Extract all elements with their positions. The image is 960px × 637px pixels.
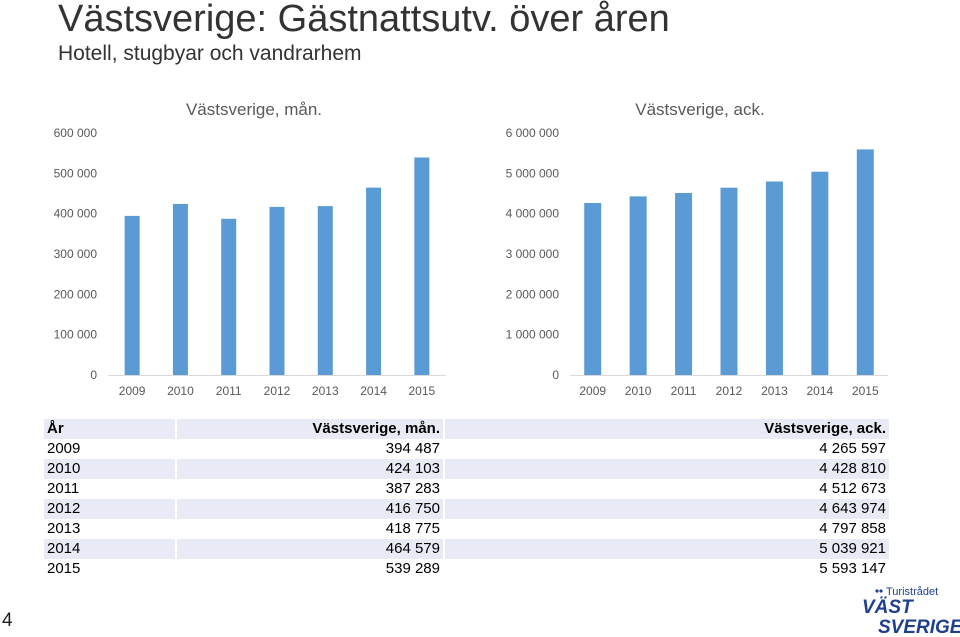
cell-year: 2009: [44, 439, 177, 459]
cell-year: 2014: [44, 539, 177, 559]
y-tick-label: 6 000 000: [506, 126, 560, 140]
y-tick-label: 600 000: [54, 126, 98, 140]
y-tick-label: 2 000 000: [506, 287, 560, 301]
y-tick-label: 500 000: [54, 166, 98, 180]
x-tick-label: 2010: [625, 384, 652, 398]
cell-monthly: 464 579: [176, 539, 445, 559]
table-row: 2010 424 103 4 428 810: [44, 459, 889, 479]
x-tick-label: 2012: [264, 384, 291, 398]
logo-text-sverige: SVERIGE: [878, 617, 960, 636]
cell-cumulative: 5 593 147: [444, 559, 889, 579]
bar: [366, 187, 382, 375]
bar: [584, 202, 602, 375]
cell-cumulative: 4 428 810: [444, 459, 889, 479]
cell-monthly: 424 103: [176, 459, 445, 479]
y-tick-label: 100 000: [54, 328, 98, 342]
table-row: 2013 418 775 4 797 858: [44, 519, 889, 539]
table-row: 2012 416 750 4 643 974: [44, 499, 889, 519]
y-tick-label: 300 000: [54, 247, 98, 261]
bar: [675, 192, 693, 375]
x-tick-label: 2014: [360, 384, 387, 398]
chart-title: Västsverige, mån.: [186, 100, 322, 119]
cell-year: 2013: [44, 519, 177, 539]
cell-year: 2010: [44, 459, 177, 479]
page-number: 4: [2, 610, 13, 631]
bar: [765, 181, 783, 375]
cell-monthly: 387 283: [176, 479, 445, 499]
table-row: 2014 464 579 5 039 921: [44, 539, 889, 559]
cell-year: 2011: [44, 479, 177, 499]
cell-monthly: 416 750: [176, 499, 445, 519]
header-year: År: [44, 419, 177, 439]
x-tick-label: 2015: [852, 384, 879, 398]
bar-chart-monthly: 0 100 000 200 000 300 000 400 000 500 000 600 …: [54, 100, 446, 398]
bar: [221, 218, 237, 375]
cell-cumulative: 4 643 974: [444, 499, 889, 519]
cell-monthly: 539 289: [176, 559, 445, 579]
y-tick-label: 1 000 000: [506, 328, 560, 342]
cell-year: 2015: [44, 559, 177, 579]
cell-monthly: 394 487: [176, 439, 445, 459]
table-row: 2015 539 289 5 593 147: [44, 559, 889, 579]
slide-title: Västsverige: Gästnattsutv. över åren: [58, 0, 670, 40]
header-monthly: Västsverige, mån.: [176, 419, 445, 439]
table-header-row: År Västsverige, mån. Västsverige, ack.: [44, 419, 889, 439]
x-tick-label: 2015: [409, 384, 436, 398]
bar: [124, 215, 140, 375]
x-tick-label: 2009: [119, 384, 146, 398]
table-row: 2009 394 487 4 265 597: [44, 439, 889, 459]
y-tick-label: 0: [90, 368, 97, 382]
logo-text-turistradet: Turistrådet: [886, 586, 938, 598]
table-row: 2011 387 283 4 512 673: [44, 479, 889, 499]
bar: [269, 206, 285, 375]
vastsverige-logo: Turistrådet VÄST SVERIGE: [862, 586, 960, 636]
bar: [720, 187, 738, 375]
bar: [629, 196, 647, 375]
bar: [317, 206, 333, 375]
y-tick-label: 5 000 000: [506, 166, 560, 180]
cell-year: 2012: [44, 499, 177, 519]
data-table: År Västsverige, mån. Västsverige, ack. 2…: [44, 419, 889, 579]
bar: [811, 171, 829, 375]
chart-title: Västsverige, ack.: [635, 100, 764, 119]
cell-cumulative: 4 265 597: [444, 439, 889, 459]
x-tick-label: 2013: [761, 384, 788, 398]
cell-cumulative: 5 039 921: [444, 539, 889, 559]
x-tick-label: 2012: [716, 384, 743, 398]
bar: [856, 149, 874, 375]
bar: [172, 203, 188, 375]
x-tick-label: 2011: [671, 384, 697, 398]
cell-cumulative: 4 797 858: [444, 519, 889, 539]
bar: [414, 157, 430, 375]
y-tick-label: 0: [552, 368, 559, 382]
x-tick-label: 2009: [579, 384, 606, 398]
logo-text-vast: VÄST: [862, 597, 914, 618]
x-tick-label: 2010: [167, 384, 194, 398]
header-cumulative: Västsverige, ack.: [444, 419, 889, 439]
cell-cumulative: 4 512 673: [444, 479, 889, 499]
cell-monthly: 418 775: [176, 519, 445, 539]
x-tick-label: 2013: [312, 384, 339, 398]
x-tick-label: 2014: [807, 384, 834, 398]
bar-chart-cumulative: 0 1 000 000 2 000 000 3 000 000 4 000 000 5 0…: [506, 100, 888, 398]
slide-subtitle: Hotell, stugbyar och vandrarhem: [58, 42, 362, 65]
x-tick-label: 2011: [216, 384, 242, 398]
y-tick-label: 4 000 000: [506, 207, 560, 221]
y-tick-label: 3 000 000: [506, 247, 560, 261]
y-tick-label: 200 000: [54, 287, 98, 301]
y-tick-label: 400 000: [54, 207, 98, 221]
